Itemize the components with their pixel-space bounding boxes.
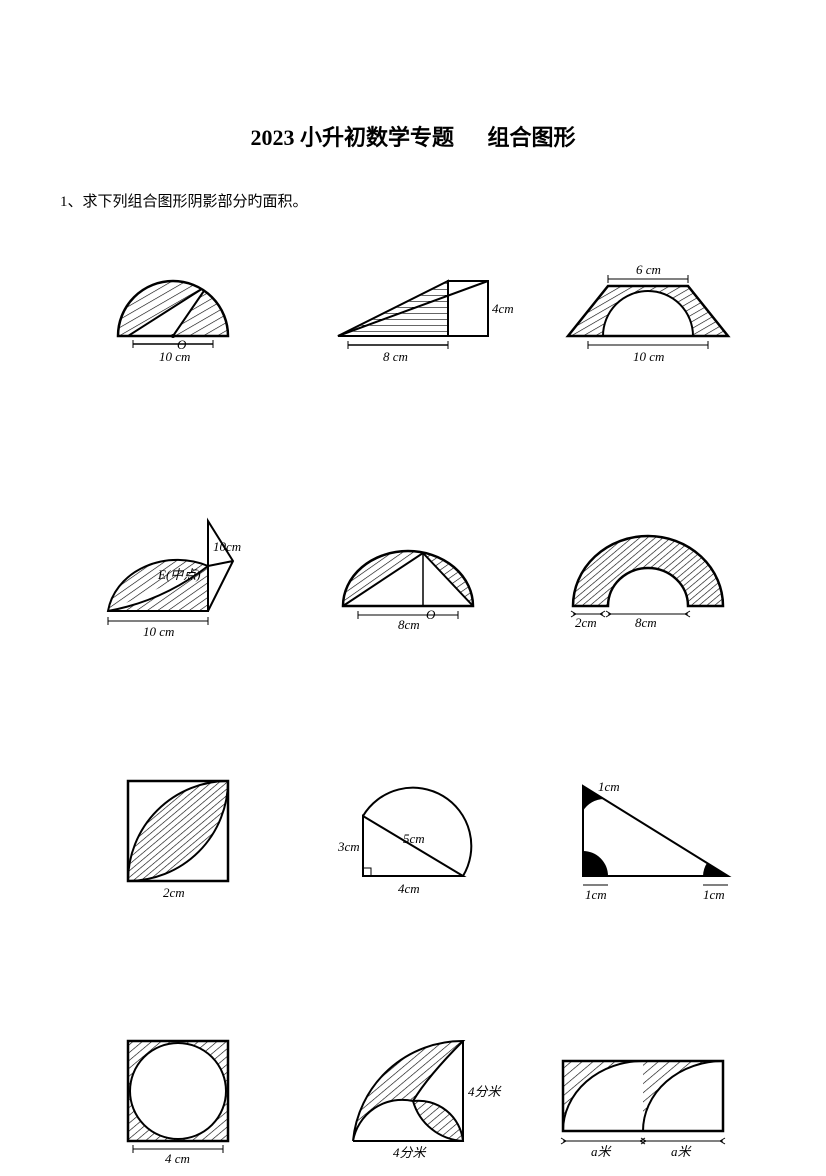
figure-3: 6 cm 10 cm bbox=[543, 241, 753, 391]
figure-row-1: O 10 cm 8 cm 4cm bbox=[60, 241, 766, 391]
f3-bottom-label: 10 cm bbox=[633, 349, 664, 364]
page-title: 2023 小升初数学专题 组合图形 bbox=[60, 120, 766, 152]
f6-ring-label: 2cm bbox=[575, 615, 597, 630]
figure-5: O 8cm bbox=[308, 501, 518, 651]
figure-10: 4 cm bbox=[73, 1021, 283, 1171]
f9-br-label: 1cm bbox=[703, 887, 725, 902]
figure-row-2: 10 cm 10cm E(中点) bbox=[60, 501, 766, 651]
f7-side-label: 2cm bbox=[163, 885, 185, 900]
title-part-2: 组合图形 bbox=[488, 125, 576, 150]
f4-height-label: 10cm bbox=[213, 539, 241, 554]
f6-inner-label: 8cm bbox=[635, 615, 657, 630]
f4-mid-label: E(中点) bbox=[157, 567, 201, 582]
f11-w-label: 4分米 bbox=[393, 1145, 428, 1160]
f5-base-label: 8cm bbox=[398, 617, 420, 632]
figure-row-3: 2cm 3cm 4cm 5cm 1cm 1cm bbox=[60, 761, 766, 911]
f10-side-label: 4 cm bbox=[165, 1151, 190, 1166]
f8-h-label: 3cm bbox=[337, 839, 360, 854]
figure-12: a米 a米 bbox=[543, 1021, 753, 1171]
question-1-text: 1、求下列组合图形阴影部分旳面积。 bbox=[60, 190, 766, 211]
f12-seg-label-1: a米 bbox=[591, 1144, 613, 1159]
figure-row-4: 4 cm 4分米 4分米 bbox=[60, 1021, 766, 1171]
figure-6: 8cm 2cm bbox=[543, 501, 753, 651]
f9-top-label: 1cm bbox=[598, 779, 620, 794]
title-part-1: 2023 小升初数学专题 bbox=[250, 125, 454, 150]
f8-r-label: 5cm bbox=[403, 831, 425, 846]
figure-2: 8 cm 4cm bbox=[308, 241, 518, 391]
figure-11: 4分米 4分米 bbox=[308, 1021, 518, 1171]
f11-h-label: 4分米 bbox=[468, 1084, 503, 1099]
f1-diameter-label: 10 cm bbox=[159, 349, 190, 364]
f8-w-label: 4cm bbox=[398, 881, 420, 896]
f2-height-label: 4cm bbox=[492, 301, 514, 316]
f4-base-label: 10 cm bbox=[143, 624, 174, 639]
figure-8: 3cm 4cm 5cm bbox=[308, 761, 518, 911]
figure-9: 1cm 1cm 1cm bbox=[543, 761, 753, 911]
figure-4: 10 cm 10cm E(中点) bbox=[73, 501, 283, 651]
worksheet-page: 2023 小升初数学专题 组合图形 1、求下列组合图形阴影部分旳面积。 bbox=[0, 0, 826, 1169]
f12-seg-label-2: a米 bbox=[671, 1144, 693, 1159]
f2-base-label: 8 cm bbox=[383, 349, 408, 364]
f9-bl-label: 1cm bbox=[585, 887, 607, 902]
f3-top-label: 6 cm bbox=[636, 262, 661, 277]
figure-7: 2cm bbox=[73, 761, 283, 911]
figure-1: O 10 cm bbox=[73, 241, 283, 391]
